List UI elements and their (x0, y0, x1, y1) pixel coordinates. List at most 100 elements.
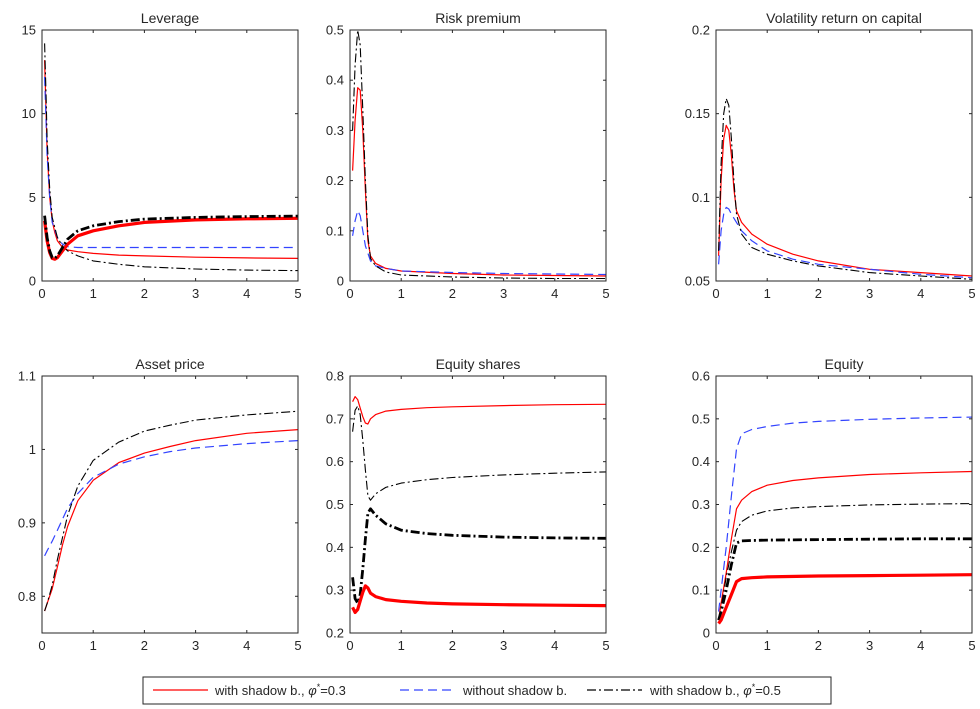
axes-box (41, 29, 299, 282)
series-line-black-thick-dashdot (717, 537, 972, 621)
y-tick-label: 0.6 (692, 369, 710, 384)
x-tick-label: 0 (38, 638, 45, 653)
series-group (718, 98, 972, 280)
y-tick-label: 5 (29, 190, 36, 205)
y-tick-label: 1.1 (18, 369, 36, 384)
x-tick-label: 3 (866, 638, 873, 653)
panel-title-5: Equity shares (436, 356, 521, 372)
x-tick-label: 1 (90, 638, 97, 653)
series-line-red-solid (718, 470, 972, 621)
legend-label-2: without shadow b. (462, 683, 567, 698)
x-tick-label: 2 (815, 638, 822, 653)
y-tick-label: 0.5 (326, 23, 344, 38)
x-tick-label: 4 (243, 286, 250, 301)
x-tick-label: 1 (398, 286, 405, 301)
x-tick-label: 1 (764, 286, 771, 301)
legend-entry-2: without shadow b. (400, 683, 567, 698)
x-tick-label: 3 (192, 638, 199, 653)
y-tick-label: 0.3 (692, 497, 710, 512)
y-tick-label: 0.05 (685, 274, 710, 289)
panel-5: Equity shares 0 1 2 3 4 5 0.2 0.3 0.4 0.5 0.6 0.7 0.8 (326, 356, 610, 653)
series-group (717, 416, 972, 625)
series-line-red-thick (43, 216, 298, 261)
x-tick-label: 2 (141, 286, 148, 301)
series-line-red-solid (352, 396, 606, 425)
y-tick-label: 0.7 (326, 411, 344, 426)
y-tick-label: 10 (22, 106, 36, 121)
y-tick-label: 0.2 (692, 540, 710, 555)
x-tick-label: 0 (712, 286, 719, 301)
legend-entry-3: with shadow b., φ*=0.5 (587, 682, 781, 698)
x-tick-label: 4 (551, 286, 558, 301)
y-tick-label: 0.15 (685, 106, 710, 121)
series-line-black-thick-dashdot (43, 214, 298, 260)
panel-4: Asset price 0 1 2 3 4 5 0.8 0.9 1 1.1 (18, 356, 302, 653)
x-tick-label: 1 (764, 638, 771, 653)
x-tick-label: 1 (90, 286, 97, 301)
y-tick-label: 0.8 (326, 369, 344, 384)
series-line-red-solid (44, 429, 298, 612)
panel-title-3: Volatility return on capital (766, 10, 922, 26)
y-tick-label: 0.8 (18, 589, 36, 604)
series-line-red-thick (717, 573, 972, 625)
x-tick-label: 5 (294, 638, 301, 653)
axes-box (41, 375, 299, 634)
y-tick-label: 0.4 (692, 454, 710, 469)
axes-box (349, 29, 607, 282)
x-tick-label: 2 (141, 638, 148, 653)
series-group (352, 30, 606, 280)
x-tick-label: 0 (346, 286, 353, 301)
series-line-blue-dashed (718, 206, 972, 279)
series-group (351, 396, 606, 614)
y-tick-label: 0.2 (326, 173, 344, 188)
x-tick-label: 0 (38, 286, 45, 301)
x-tick-label: 3 (500, 286, 507, 301)
series-line-black-thick-dashdot (351, 507, 606, 605)
legend: with shadow b., φ*=0.3 without shadow b.… (142, 676, 832, 705)
y-tick-label: 0.5 (692, 411, 710, 426)
x-tick-label: 3 (192, 286, 199, 301)
x-tick-label: 2 (449, 286, 456, 301)
x-tick-label: 4 (917, 286, 924, 301)
series-line-black-dashdot (44, 410, 298, 612)
series-line-blue-dashed (44, 440, 298, 557)
series-group (44, 410, 298, 612)
x-tick-label: 0 (346, 638, 353, 653)
x-tick-label: 1 (398, 638, 405, 653)
x-tick-label: 5 (602, 638, 609, 653)
y-tick-label: 0.9 (18, 515, 36, 530)
axes-box (715, 29, 973, 282)
panel-title-4: Asset price (135, 356, 204, 372)
legend-entry-1: with shadow b., φ*=0.3 (153, 682, 346, 698)
legend-box (142, 676, 832, 705)
panel-title-6: Equity (825, 356, 864, 372)
panel-2: Risk premium 0 1 2 3 4 5 0 0.1 0.2 0.3 0.4 0.5 (326, 10, 610, 301)
x-tick-label: 5 (294, 286, 301, 301)
x-tick-label: 4 (551, 638, 558, 653)
series-line-black-dashdot (44, 43, 298, 272)
x-tick-label: 2 (449, 638, 456, 653)
x-tick-label: 0 (712, 638, 719, 653)
x-tick-label: 2 (815, 286, 822, 301)
y-tick-label: 0.3 (326, 583, 344, 598)
x-tick-label: 3 (500, 638, 507, 653)
y-tick-label: 0.4 (326, 73, 344, 88)
legend-label-1: with shadow b., φ*=0.3 (214, 682, 346, 698)
series-line-blue-dashed (718, 416, 972, 612)
series-line-blue-dashed (352, 210, 606, 276)
y-tick-label: 0.5 (326, 497, 344, 512)
y-tick-label: 0.1 (692, 190, 710, 205)
legend-label-3: with shadow b., φ*=0.5 (649, 682, 781, 698)
y-tick-label: 0.4 (326, 540, 344, 555)
series-line-red-solid (352, 87, 606, 277)
series-line-black-dashdot (352, 30, 606, 280)
y-tick-label: 0.6 (326, 454, 344, 469)
series-group (43, 43, 298, 272)
panel-3: Volatility return on capital 0 1 2 3 4 5 0.05 0.… (685, 10, 976, 301)
y-tick-label: 0 (337, 274, 344, 289)
x-tick-label: 5 (968, 286, 975, 301)
series-line-black-dashdot (718, 98, 972, 280)
x-tick-label: 5 (968, 638, 975, 653)
panel-1: Leverage 0 1 2 3 4 5 0 5 10 15 (22, 10, 302, 301)
series-line-black-dashdot (718, 503, 972, 621)
